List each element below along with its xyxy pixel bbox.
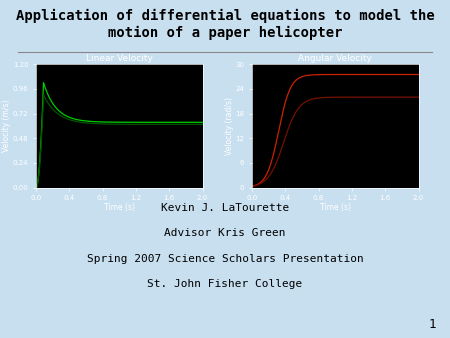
- Text: Application of differential equations to model the: Application of differential equations to…: [16, 8, 434, 23]
- Text: Kevin J. LaTourette: Kevin J. LaTourette: [161, 203, 289, 213]
- Text: motion of a paper helicopter: motion of a paper helicopter: [108, 25, 342, 40]
- Text: Advisor Kris Green: Advisor Kris Green: [164, 228, 286, 238]
- Title: Angular Velocity: Angular Velocity: [298, 54, 372, 64]
- Title: Linear Velocity: Linear Velocity: [86, 54, 153, 64]
- Text: Spring 2007 Science Scholars Presentation: Spring 2007 Science Scholars Presentatio…: [86, 254, 364, 264]
- Y-axis label: Velocity (m/s): Velocity (m/s): [2, 100, 11, 152]
- Text: St. John Fisher College: St. John Fisher College: [148, 279, 302, 289]
- X-axis label: Time (s): Time (s): [320, 202, 351, 212]
- Text: 1: 1: [429, 318, 436, 331]
- X-axis label: Time (s): Time (s): [104, 202, 135, 212]
- Y-axis label: Velocity (rad/s): Velocity (rad/s): [225, 97, 234, 155]
